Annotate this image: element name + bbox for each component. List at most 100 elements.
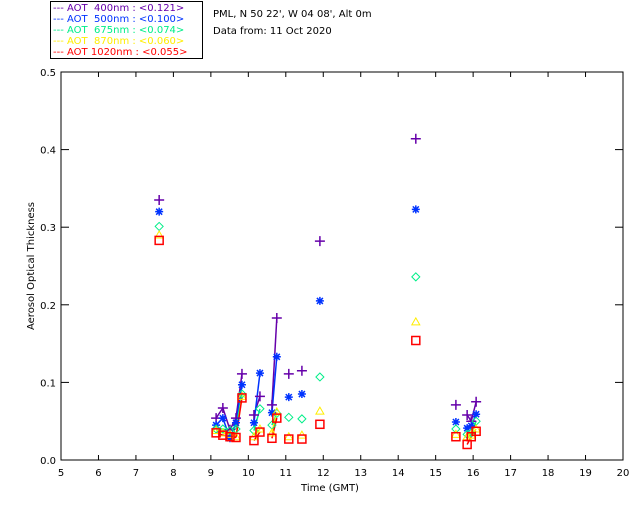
series-line-0 [235,373,243,419]
data-point-asterisk [225,434,234,443]
data-point-square [411,335,421,346]
x-tick-label: 12 [317,468,330,479]
x-tick-label: 11 [279,468,292,479]
data-point-diamond [211,424,221,434]
data-point-asterisk [297,390,306,399]
data-point-triangle [451,429,461,438]
data-point-asterisk [315,296,324,305]
data-point-asterisk [472,410,481,419]
x-tick-label: 16 [467,468,480,479]
data-point-asterisk [255,369,264,378]
x-axis-label: Time (GMT) [300,483,359,494]
data-point-square [218,430,228,440]
data-point-diamond [411,272,421,282]
data-point-diamond [154,221,164,232]
data-point-asterisk [231,418,240,427]
data-point-triangle [154,229,165,239]
data-date: Data from: 11 Oct 2020 [213,26,332,37]
x-tick-label: 5 [58,468,64,479]
x-tick-label: 20 [617,468,630,479]
x-tick-label: 17 [504,468,517,479]
data-point-triangle [267,427,277,437]
data-point-diamond [237,389,247,399]
x-tick-label: 9 [208,468,214,479]
data-point-triangle [315,406,325,415]
data-point-asterisk [218,414,227,423]
data-point-diamond [284,412,294,423]
x-tick-label: 19 [579,468,592,479]
data-point-diamond [451,424,461,434]
legend: --- AOT 400nm : <0.121> --- AOT 500nm : … [50,1,203,59]
x-tick-label: 13 [354,468,367,479]
legend-label: AOT 400nm : <0.121> [67,3,185,14]
y-tick-label: 0.2 [40,301,56,312]
data-point-plus [266,399,277,410]
data-point-square [249,435,259,446]
data-point-square [237,393,247,403]
x-tick-label: 7 [133,468,139,479]
x-tick-label: 15 [429,468,442,479]
x-tick-label: 10 [242,468,255,479]
data-point-plus [271,312,282,323]
x-tick-label: 6 [95,468,101,479]
y-tick-label: 0.1 [40,378,56,389]
data-point-plus [471,396,482,407]
data-point-square [451,431,461,442]
data-point-plus [248,409,259,420]
data-point-asterisk [411,205,420,214]
legend-item-500: --- AOT 500nm : <0.100> [53,14,185,25]
y-axis-label: Aerosol Optical Thickness [26,202,37,330]
series-line-1 [271,356,278,413]
data-point-asterisk [451,417,460,426]
data-point-asterisk [272,352,281,361]
data-point-plus [450,399,461,410]
series-line-0 [222,407,231,430]
data-point-plus [314,236,325,247]
data-point-square [272,413,282,423]
data-point-triangle [271,406,282,416]
legend-label: AOT 870nm : <0.060> [67,36,185,47]
site-location: PML, N 50 22', W 04 08', Alt 0m [213,9,372,20]
data-point-plus [217,403,228,414]
data-point-triangle [471,423,481,433]
series-line-0 [215,407,224,419]
data-point-asterisk [237,380,246,389]
legend-item-675: --- AOT 675nm : <0.074> [53,25,185,36]
legend-label: AOT 500nm : <0.100> [67,14,185,25]
data-point-square [466,431,477,442]
data-point-asterisk [467,421,476,430]
x-tick-label: 14 [392,468,405,479]
legend-label: AOT 675nm : <0.074> [67,25,185,36]
data-point-asterisk [463,424,472,433]
legend-item-870: --- AOT 870nm : <0.060> [53,36,185,47]
data-point-square [255,427,265,437]
data-point-diamond [218,424,228,434]
data-point-plus [236,368,247,379]
data-point-square [211,428,221,438]
data-point-plus [462,409,473,420]
data-point-diamond [297,414,307,424]
series-line-0 [271,317,278,405]
data-point-square [225,431,235,442]
data-point-plus [296,365,307,376]
site-info: PML, N 50 22', W 04 08', Alt 0m Data fro… [213,6,372,40]
data-point-plus [254,391,265,402]
data-point-plus [154,195,165,206]
y-tick-label: 0.3 [40,223,56,234]
data-point-asterisk [249,418,258,427]
y-tick-label: 0.4 [40,146,56,157]
data-point-triangle [283,431,294,441]
data-point-square [284,434,294,444]
data-point-square [154,235,164,246]
data-point-triangle [211,425,221,435]
data-point-diamond [255,404,265,414]
data-point-square [231,432,241,443]
y-tick-label: 0.5 [40,68,56,79]
data-point-asterisk [155,207,164,216]
legend-item-1020: --- AOT 1020nm : <0.055> [53,47,188,58]
data-point-square [315,419,325,430]
plot-frame [60,71,624,461]
y-tick-label: 0.0 [40,456,56,467]
data-point-asterisk [267,408,276,417]
